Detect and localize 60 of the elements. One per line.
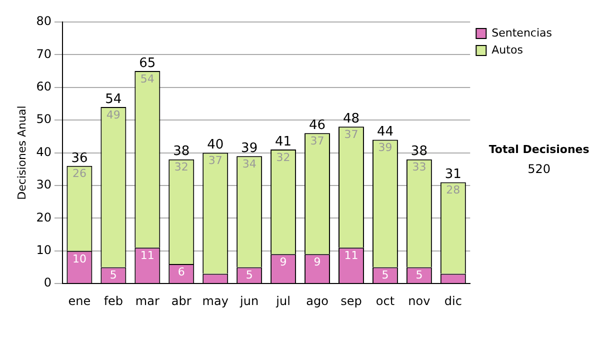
y-tick-label: 80 [36,14,52,28]
x-tick-label: may [202,294,228,308]
data-label: 32 [174,160,188,174]
x-tick-label: oct [376,294,395,308]
data-label: 5 [110,268,117,282]
total-label: 54 [105,92,122,107]
x-tick-label: jun [239,294,259,308]
data-label: 34 [242,157,256,170]
y-tick-label: 30 [36,178,52,192]
data-label: 28 [446,184,460,197]
data-label: 5 [382,268,389,282]
data-label: 37 [208,154,222,168]
total-label: 46 [308,118,326,134]
total-label: 39 [241,140,258,156]
data-label: 54 [140,72,154,86]
x-tick-label: abr [171,294,192,308]
data-label: 11 [140,248,154,262]
data-label: 32 [276,150,290,164]
x-tick-label: ago [306,294,328,308]
total-label: 36 [71,150,88,166]
y-tick-label: 0 [44,276,52,290]
y-tick-label: 40 [36,144,52,159]
legend-label: Sentencias [492,26,552,40]
data-label: 6 [178,265,185,278]
data-label: 37 [310,134,324,148]
x-tick-label: ene [68,294,91,308]
total-label: 44 [376,124,394,140]
legend-label: Autos [492,43,524,56]
x-tick-label: feb [104,294,124,308]
y-tick-label: 50 [36,112,52,126]
total-label: 40 [207,138,224,153]
total-label: 41 [275,134,292,150]
text: Total Decisiones [488,142,590,156]
x-tick-label: dic [444,294,462,308]
data-label: 33 [412,160,426,174]
total-label: 38 [173,144,190,160]
total-label: 31 [444,167,462,182]
data-label: 49 [106,108,120,122]
total-label: 65 [139,56,156,71]
y-tick-label: 10 [36,243,52,258]
data-label: 9 [280,256,287,269]
y-axis-title: Decisiones Anual [15,106,28,200]
data-label: 5 [416,268,423,282]
text: 520 [528,162,551,176]
data-label: 37 [344,128,358,141]
total-label: 38 [410,144,428,160]
total-label: 48 [342,112,360,127]
data-label: 39 [378,141,392,154]
x-tick-label: sep [340,294,362,308]
data-label: 11 [344,248,358,262]
data-label: 5 [246,268,253,282]
x-tick-label: nov [408,294,430,308]
data-label: 9 [314,256,321,269]
data-label: 10 [72,252,86,266]
y-tick-label: 60 [36,80,52,94]
y-tick-label: 70 [36,46,52,61]
x-tick-label: mar [135,294,160,308]
data-label: 26 [72,167,86,180]
x-tick-label: jul [275,294,290,308]
y-tick-label: 20 [36,210,52,224]
